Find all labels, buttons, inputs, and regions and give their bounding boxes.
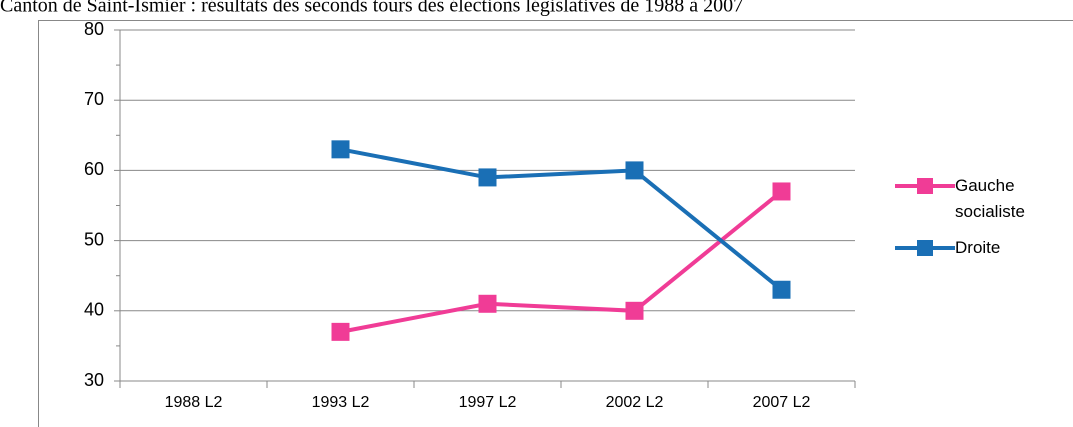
point xyxy=(772,280,791,299)
legend-swatch xyxy=(895,238,955,258)
legend-item: Droite xyxy=(895,238,1070,261)
x-tick-label: 1997 L2 xyxy=(459,394,517,411)
x-tick-label: 2002 L2 xyxy=(606,394,664,411)
y-tick-label: 60 xyxy=(84,159,104,179)
point xyxy=(772,182,791,201)
y-tick-label: 50 xyxy=(84,229,104,249)
point xyxy=(625,301,644,320)
legend-item: Gauche socialiste xyxy=(895,176,1070,225)
chart-border xyxy=(38,20,1073,427)
y-tick-label: 80 xyxy=(84,19,104,39)
point xyxy=(625,161,644,180)
legend-label: Droite xyxy=(955,238,1001,257)
point xyxy=(331,140,350,159)
x-tick-label: 2007 L2 xyxy=(753,394,811,411)
series-line xyxy=(340,147,783,292)
point xyxy=(478,168,497,187)
y-tick-label: 40 xyxy=(84,300,104,320)
point xyxy=(331,322,350,341)
y-tick-label: 30 xyxy=(84,370,104,390)
series-line xyxy=(340,189,783,334)
x-tick-label: 1988 L2 xyxy=(165,394,223,411)
y-tick-label: 70 xyxy=(84,89,104,109)
chart-title: Canton de Saint-Ismier : résultats des s… xyxy=(0,0,743,17)
legend-swatch xyxy=(895,176,955,196)
point xyxy=(478,294,497,313)
legend-label: Gauche socialiste xyxy=(955,176,1025,221)
x-tick-label: 1993 L2 xyxy=(312,394,370,411)
